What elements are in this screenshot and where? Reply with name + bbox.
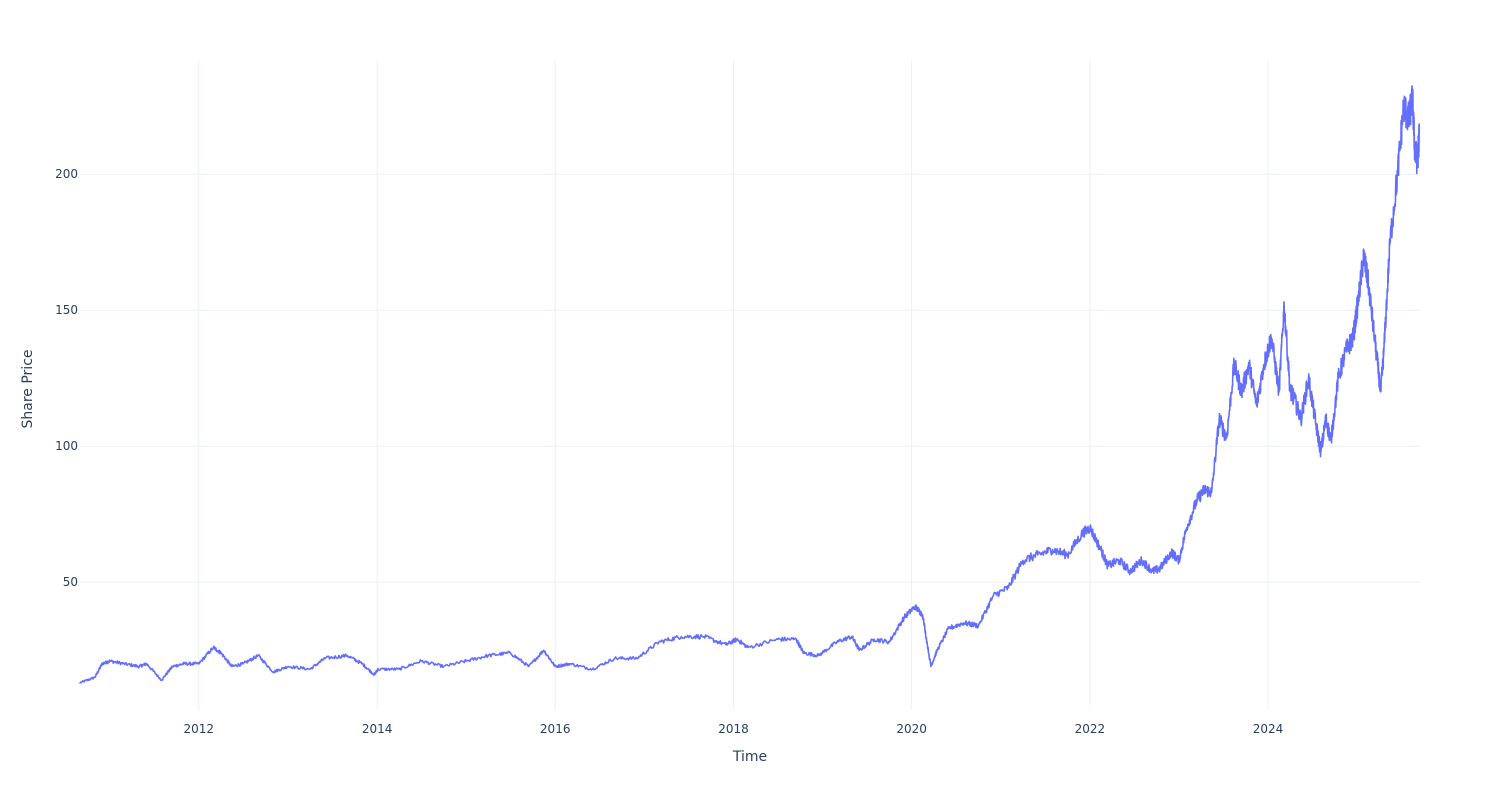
x-tick-label: 2018: [718, 722, 749, 736]
y-axis-title: Share Price: [20, 349, 36, 428]
x-tick-label: 2020: [896, 722, 927, 736]
x-axis-ticks: 2012 2014 2016 2018 2020 2022 2024: [184, 722, 1284, 736]
y-tick-label: 100: [55, 439, 78, 453]
x-tick-label: 2024: [1253, 722, 1284, 736]
series-line: [79, 85, 1421, 684]
y-tick-label: 200: [55, 167, 78, 181]
series-layer: [79, 85, 1421, 684]
y-tick-label: 50: [63, 575, 78, 589]
x-tick-label: 2022: [1075, 722, 1106, 736]
gridlines: [80, 60, 1420, 710]
x-tick-label: 2012: [184, 722, 215, 736]
y-axis-ticks: 50 100 150 200: [55, 167, 78, 589]
x-axis-title: Time: [732, 749, 767, 765]
x-tick-label: 2014: [362, 722, 393, 736]
y-tick-label: 150: [55, 303, 78, 317]
x-tick-label: 2016: [540, 722, 571, 736]
